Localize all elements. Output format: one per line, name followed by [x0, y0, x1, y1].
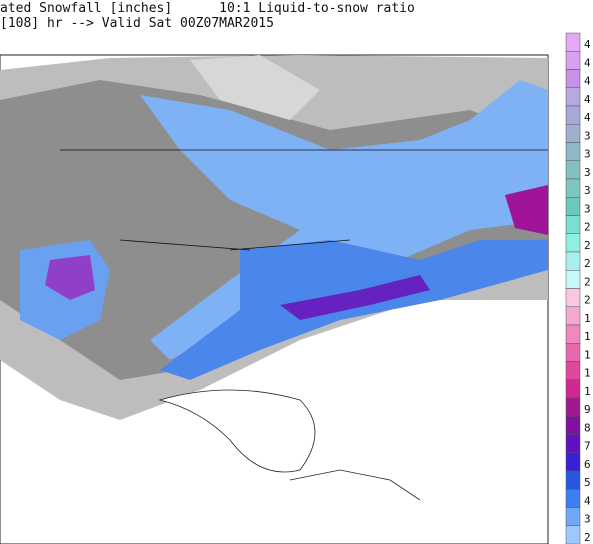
legend-label: 1	[584, 312, 591, 325]
legend-swatch	[565, 178, 581, 198]
legend-swatch	[565, 416, 581, 435]
legend-swatch	[565, 251, 581, 271]
legend-swatch	[565, 324, 581, 344]
legend-label: 6	[584, 458, 591, 471]
legend-swatch	[565, 197, 581, 216]
legend-swatch	[565, 87, 581, 107]
legend-label: 3	[584, 184, 591, 197]
legend-label: 3	[584, 513, 591, 526]
legend-swatch	[565, 379, 581, 399]
legend-swatch	[565, 69, 581, 88]
legend-swatch	[565, 489, 581, 508]
legend-swatch	[565, 288, 581, 307]
legend-swatch	[565, 51, 581, 70]
legend-label: 2	[584, 221, 591, 234]
legend-swatch	[565, 233, 581, 253]
legend-swatch	[565, 160, 581, 180]
legend-label: 3	[584, 166, 591, 179]
legend-label: 4	[584, 38, 591, 51]
legend-swatch	[565, 470, 581, 490]
legend-label: 5	[584, 476, 591, 489]
legend-swatch	[565, 525, 581, 544]
legend-label: 4	[584, 56, 591, 69]
legend-label: 1	[584, 330, 591, 343]
legend-label: 7	[584, 440, 591, 453]
legend-swatch	[565, 361, 581, 380]
legend-label: 4	[584, 93, 591, 106]
legend-label: 1	[584, 348, 591, 361]
legend-label: 4	[584, 75, 591, 88]
legend-label: 8	[584, 421, 591, 434]
legend-label: 2	[584, 239, 591, 252]
legend-swatch	[565, 215, 581, 234]
legend-swatch	[565, 507, 581, 526]
legend-swatch	[565, 397, 581, 417]
legend-swatch	[565, 124, 581, 143]
legend-label: 4	[584, 111, 591, 124]
legend-swatch	[565, 270, 581, 289]
legend-label: 2	[584, 294, 591, 307]
legend-label: 3	[584, 202, 591, 215]
legend-swatch	[565, 105, 581, 125]
legend-label: 1	[584, 367, 591, 380]
header-line: [108] hr --> Valid Sat 00Z07MAR2015	[0, 16, 274, 31]
map-area	[0, 54, 549, 544]
legend-label: 2	[584, 257, 591, 270]
legend-label: 3	[584, 148, 591, 161]
legend-swatch	[565, 343, 581, 362]
legend-label: 2	[584, 275, 591, 288]
legend-label: 3	[584, 129, 591, 142]
legend-label: 2	[584, 531, 591, 544]
legend-label: 9	[584, 403, 591, 416]
legend-label: 4	[584, 494, 591, 507]
header-line: ated Snowfall [inches] 10:1 Liquid-to-sn…	[0, 1, 415, 16]
legend-swatch	[565, 142, 581, 161]
legend-swatch	[565, 306, 581, 326]
legend-label: 1	[584, 385, 591, 398]
legend-swatch	[565, 452, 581, 472]
legend-swatch	[565, 434, 581, 453]
legend-swatch	[565, 32, 581, 52]
